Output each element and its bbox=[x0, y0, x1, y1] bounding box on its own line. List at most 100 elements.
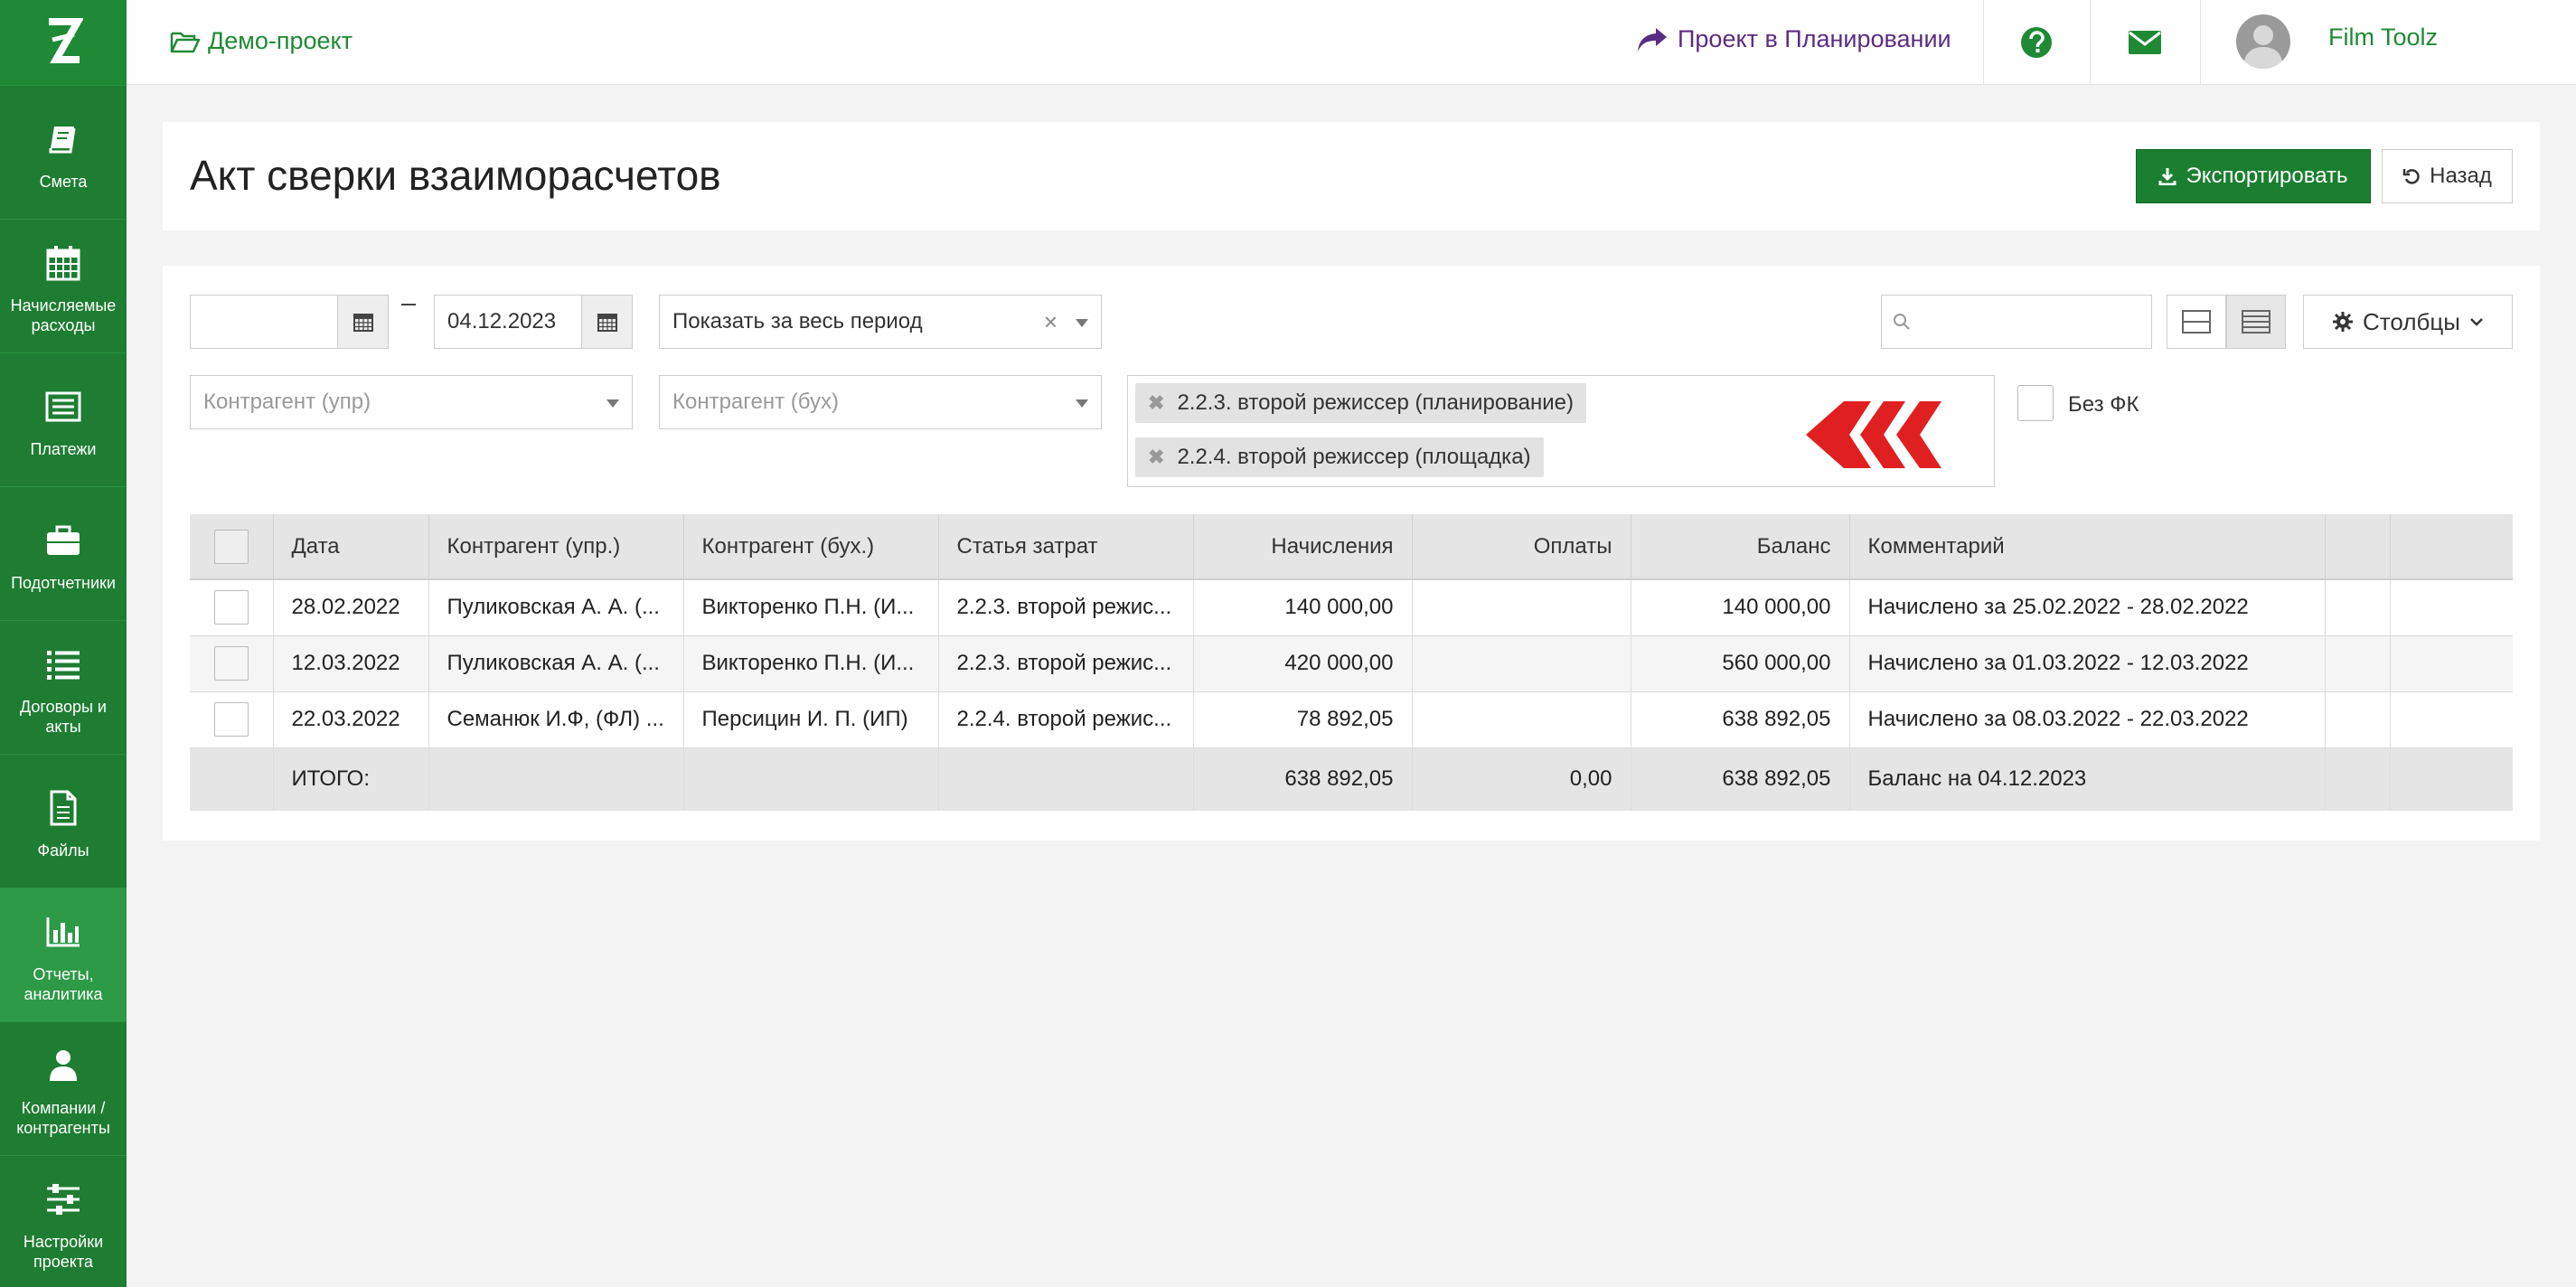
sidebar-item-label: Компании / контрагенты bbox=[16, 1098, 110, 1137]
cell-date: 22.03.2022 bbox=[273, 691, 429, 748]
cell-counterparty-mgmt: Пуликовская А. А. (... bbox=[428, 635, 684, 692]
sidebar-item-label: Подотчетники bbox=[11, 573, 116, 592]
cell-empty bbox=[2390, 635, 2513, 692]
project-in-planning-link[interactable]: Проект в Планировании bbox=[1636, 25, 1951, 53]
table-header-row: Дата Контрагент (упр.) Контрагент (бух.)… bbox=[190, 514, 2513, 580]
sidebar-item-reports[interactable]: Отчеты, аналитика bbox=[0, 888, 127, 1021]
sidebar-item-label: Отчеты, аналитика bbox=[24, 964, 103, 1003]
column-header-cost-article[interactable]: Статья затрат bbox=[938, 514, 1194, 580]
avatar[interactable] bbox=[2236, 14, 2290, 69]
cell-empty bbox=[2390, 691, 2513, 748]
app-logo[interactable] bbox=[0, 0, 127, 85]
total-accruals: 638 892,05 bbox=[1193, 747, 1413, 811]
cell-cost-article: 2.2.3. второй режис... bbox=[938, 579, 1194, 636]
tag-label: 2.2.3. второй режиссер (планирование) bbox=[1177, 390, 1574, 415]
back-button[interactable]: Назад bbox=[2382, 149, 2513, 203]
compact-view-button[interactable] bbox=[2167, 295, 2226, 349]
username[interactable]: Film Toolz bbox=[2328, 23, 2439, 51]
row-select-cell bbox=[190, 579, 274, 636]
sidebar-item-contracts[interactable]: Договоры и акты bbox=[0, 620, 127, 754]
expanded-view-button[interactable] bbox=[2226, 295, 2286, 349]
chevron-down-icon bbox=[1076, 399, 1088, 408]
row-checkbox[interactable] bbox=[213, 590, 249, 625]
counterparty-acc-select[interactable]: Контрагент (бух) bbox=[659, 375, 1102, 429]
sidebar-item-companies[interactable]: Компании / контрагенты bbox=[0, 1021, 127, 1155]
calendar-icon[interactable] bbox=[337, 296, 388, 348]
selected-tag: ✖ 2.2.3. второй режиссер (планирование) bbox=[1135, 383, 1586, 423]
select-all-checkbox[interactable] bbox=[213, 529, 249, 564]
counterparty-mgmt-select[interactable]: Контрагент (упр) bbox=[190, 375, 633, 429]
sidebar-item-estimate[interactable]: Смета bbox=[0, 85, 127, 219]
date-from-field[interactable] bbox=[190, 295, 389, 349]
top-bar: Демо-проект Проект в Планировании Film T… bbox=[127, 0, 2576, 85]
column-header-counterparty-acc[interactable]: Контрагент (бух.) bbox=[683, 514, 939, 580]
clear-icon[interactable]: × bbox=[1043, 308, 1058, 335]
column-header-date[interactable]: Дата bbox=[273, 514, 429, 580]
column-header-balance[interactable]: Баланс bbox=[1631, 514, 1850, 580]
book-icon bbox=[47, 114, 80, 164]
cell-date: 28.02.2022 bbox=[273, 579, 429, 636]
period-select[interactable]: Показать за весь период × bbox=[659, 295, 1102, 349]
export-label: Экспортировать bbox=[2186, 164, 2348, 188]
search-input[interactable] bbox=[1881, 295, 2152, 349]
bar-chart-icon bbox=[45, 907, 81, 957]
total-balance: 638 892,05 bbox=[1631, 747, 1850, 811]
breadcrumb-project[interactable]: Демо-проект bbox=[208, 27, 353, 54]
total-payments: 0,00 bbox=[1412, 747, 1631, 811]
cell-counterparty-mgmt: Семанюк И.Ф, (ФЛ) ... bbox=[428, 691, 684, 748]
cell-counterparty-acc: Викторенко П.Н. (И... bbox=[683, 579, 939, 636]
sidebar-item-files[interactable]: Файлы bbox=[0, 754, 127, 888]
row-select-cell bbox=[190, 635, 274, 692]
user-icon bbox=[48, 1040, 79, 1091]
table-row[interactable]: 12.03.2022 Пуликовская А. А. (... Виктор… bbox=[190, 635, 2513, 692]
plan-link-label[interactable]: Проект в Планировании bbox=[1678, 25, 1951, 52]
table-row[interactable]: 28.02.2022 Пуликовская А. А. (... Виктор… bbox=[190, 579, 2513, 636]
logo-z-icon bbox=[49, 18, 83, 63]
chevron-down-icon bbox=[2470, 318, 2483, 326]
cell-empty bbox=[938, 747, 1194, 811]
export-button[interactable]: Экспортировать bbox=[2136, 149, 2371, 203]
rows-compact-icon bbox=[2182, 310, 2211, 333]
sidebar-item-label: Начисляемые расходы bbox=[10, 296, 117, 334]
total-comment: Баланс на 04.12.2023 bbox=[1849, 747, 2326, 811]
cell-counterparty-acc: Викторенко П.Н. (И... bbox=[683, 635, 939, 692]
cell-accruals: 140 000,00 bbox=[1193, 579, 1413, 636]
date-to-field[interactable]: 04.12.2023 bbox=[434, 295, 633, 349]
back-label: Назад bbox=[2430, 164, 2492, 188]
file-icon bbox=[49, 783, 78, 833]
table-row[interactable]: 22.03.2022 Семанюк И.Ф, (ФЛ) ... Персици… bbox=[190, 691, 2513, 748]
remove-tag-icon[interactable]: ✖ bbox=[1148, 446, 1165, 468]
cell-empty bbox=[2390, 579, 2513, 636]
search-icon bbox=[1894, 314, 1910, 330]
period-value: Показать за весь период bbox=[672, 309, 923, 333]
help-icon[interactable] bbox=[2016, 22, 2057, 63]
column-header-counterparty-mgmt[interactable]: Контрагент (упр.) bbox=[428, 514, 684, 580]
column-header-comment[interactable]: Комментарий bbox=[1849, 514, 2326, 580]
row-checkbox[interactable] bbox=[213, 646, 249, 681]
sidebar-item-accrued-expenses[interactable]: Начисляемые расходы bbox=[0, 219, 127, 352]
sidebar-item-project-settings[interactable]: Настройки проекта bbox=[0, 1155, 127, 1287]
no-fc-checkbox[interactable] bbox=[2017, 385, 2054, 421]
cell-accruals: 78 892,05 bbox=[1193, 691, 1413, 748]
rewind-chevrons-icon bbox=[1806, 401, 1941, 468]
sidebar-item-label: Договоры и акты bbox=[20, 697, 107, 736]
sidebar-item-label: Смета bbox=[39, 172, 88, 191]
row-select-cell bbox=[190, 691, 274, 748]
sidebar-item-payments[interactable]: Платежи bbox=[0, 352, 127, 486]
columns-button[interactable]: Столбцы bbox=[2303, 295, 2513, 349]
columns-label: Столбцы bbox=[2363, 307, 2460, 335]
sliders-icon bbox=[45, 1174, 81, 1225]
list-icon bbox=[45, 639, 81, 690]
reconciliation-table: Дата Контрагент (упр.) Контрагент (бух.)… bbox=[190, 514, 2513, 811]
cell-balance: 560 000,00 bbox=[1631, 635, 1850, 692]
column-header-payments[interactable]: Оплаты bbox=[1412, 514, 1631, 580]
column-header-accruals[interactable]: Начисления bbox=[1193, 514, 1413, 580]
breadcrumb[interactable]: Демо-проект bbox=[170, 27, 353, 55]
row-checkbox[interactable] bbox=[213, 702, 249, 737]
remove-tag-icon[interactable]: ✖ bbox=[1148, 391, 1165, 414]
mail-icon[interactable] bbox=[2124, 22, 2166, 63]
cost-article-multiselect[interactable]: ✖ 2.2.3. второй режиссер (планирование) … bbox=[1127, 375, 1995, 487]
sidebar-item-accountables[interactable]: Подотчетники bbox=[0, 486, 127, 620]
rows-list-icon bbox=[2242, 310, 2270, 333]
calendar-icon[interactable] bbox=[581, 296, 632, 348]
